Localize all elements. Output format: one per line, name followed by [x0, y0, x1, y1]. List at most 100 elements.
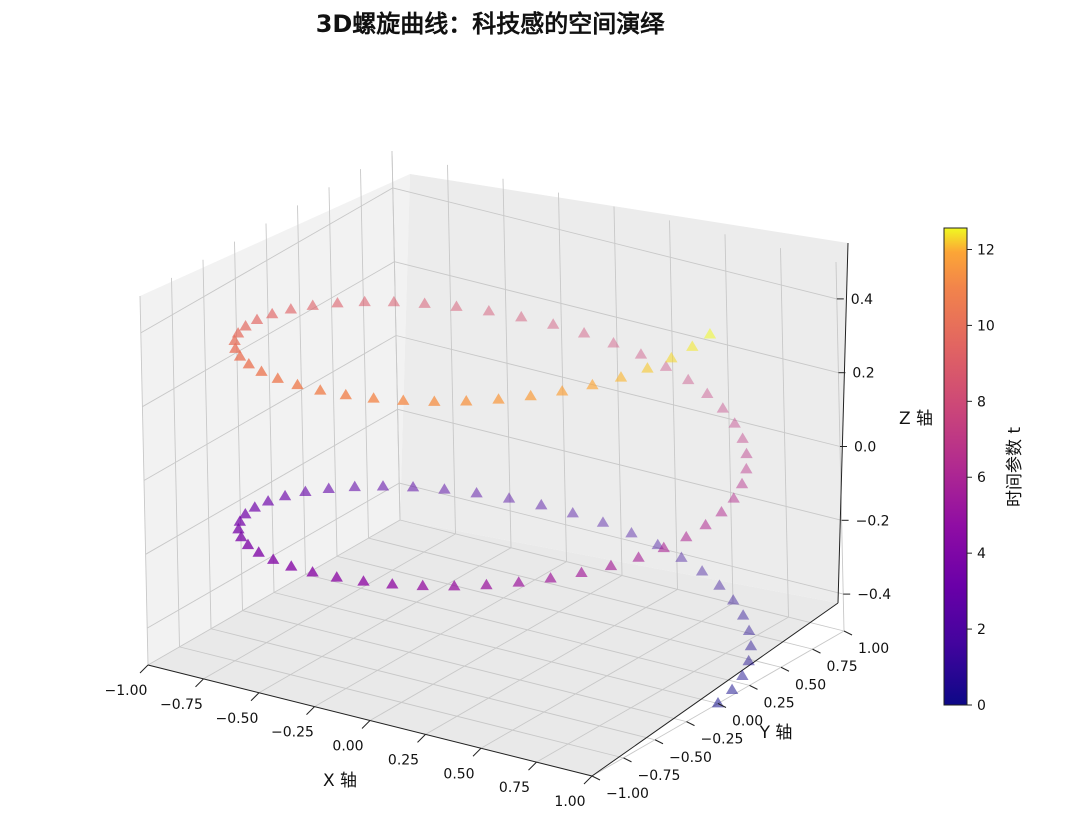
x-tick-label: −0.50: [216, 711, 259, 727]
grid-line-z-left: [140, 187, 394, 334]
x-tick-mark: [139, 664, 149, 674]
z-tick-label: 0.2: [852, 366, 874, 382]
z-tick-label: 0.4: [851, 292, 873, 308]
helix-point: [682, 373, 695, 385]
x-tick-label: 0.00: [332, 739, 363, 755]
x-tick-mark: [583, 775, 593, 785]
helix-point: [239, 508, 252, 519]
helix-point: [555, 385, 569, 396]
helix-point: [675, 551, 688, 562]
helix-point: [566, 506, 579, 518]
helix-point: [515, 310, 528, 322]
y-tick-mark: [812, 648, 821, 654]
helix-point: [480, 578, 493, 590]
colorbar-tick-label: 10: [977, 318, 995, 334]
pane-floor: [148, 520, 838, 776]
helix-point: [267, 553, 280, 564]
x-tick-label: −0.75: [160, 697, 203, 713]
helix-point: [438, 483, 451, 494]
helix-point: [233, 350, 247, 361]
helix-point: [713, 579, 726, 590]
grid-line-y-floor: [399, 519, 845, 632]
helix-point: [387, 295, 401, 307]
colorbar-gradient: [943, 227, 968, 706]
x-tick-mark: [472, 747, 482, 757]
helix-point: [339, 388, 352, 400]
helix-point: [348, 480, 361, 492]
x-tick-label: −1.00: [105, 683, 148, 699]
helix-point: [299, 485, 312, 497]
helix-point: [460, 395, 473, 406]
helix-point: [397, 394, 410, 405]
z-tick-label: −0.4: [857, 587, 891, 603]
grid-line-z-left: [143, 335, 397, 481]
helix-point: [657, 541, 670, 553]
grid-line-y-floor: [242, 610, 687, 723]
helix-point: [736, 432, 749, 443]
y-axis-label: Y 轴: [759, 723, 793, 743]
y-tick-label: 1.00: [858, 641, 889, 657]
helix-point: [632, 551, 645, 562]
y-tick-label: 0.50: [795, 677, 826, 693]
helix-point: [703, 328, 717, 339]
helix-point: [358, 295, 371, 307]
helix-point: [242, 358, 256, 369]
helix-point: [577, 327, 591, 338]
helix-point: [651, 538, 664, 550]
helix-point: [742, 624, 756, 635]
helix-point: [291, 378, 304, 390]
helix-point: [330, 571, 343, 582]
helix-point: [716, 402, 730, 413]
helix-point: [271, 372, 284, 383]
colorbar-tick-label: 6: [977, 470, 986, 486]
helix-point: [512, 576, 525, 587]
helix-point: [241, 538, 255, 550]
helix-point: [231, 327, 245, 338]
z-tick-label: 0.0: [854, 440, 876, 456]
helix-point: [386, 578, 399, 589]
z-axis-ticks: −0.4 −0.2 0.0 0.2 0.4: [836, 292, 891, 603]
helix-point: [252, 546, 265, 557]
helix-point: [575, 566, 588, 578]
z-axis-line: [837, 242, 849, 604]
y-tick-mark: [843, 630, 853, 636]
y-axis-ticks: −1.00 −0.75 −0.50 −0.25 0.000.250.500.751.00: [591, 630, 889, 802]
y-tick-label: 0.75: [827, 659, 858, 675]
grid-line-z-back: [399, 482, 844, 595]
helix-point: [715, 505, 728, 517]
y-tick-label: −0.50: [669, 750, 712, 766]
helix-point: [233, 515, 247, 526]
y-tick-mark: [717, 703, 727, 708]
helix-point: [450, 300, 463, 311]
helix-point: [285, 560, 298, 571]
helix-point: [535, 498, 548, 510]
helix-point: [278, 489, 292, 501]
helix-point: [701, 387, 714, 399]
x-tick-mark: [528, 761, 537, 771]
helix-point: [239, 320, 252, 331]
helix-point: [406, 480, 420, 492]
x-tick-label: 0.25: [388, 752, 419, 768]
helix-point: [596, 516, 610, 527]
helix-point: [265, 307, 279, 319]
helix-point: [544, 572, 557, 583]
helix-point: [727, 594, 740, 605]
x-tick-mark: [361, 720, 371, 729]
helix-point: [740, 447, 753, 459]
z-axis-label: Z 轴: [899, 409, 933, 429]
helix-point: [736, 609, 750, 620]
x-tick-label: −0.25: [271, 725, 314, 741]
data-points: [228, 295, 758, 708]
helix-point: [232, 523, 245, 534]
helix-point: [607, 337, 620, 348]
y-tick-mark: [780, 666, 790, 672]
helix-point: [659, 360, 673, 371]
helix-point: [680, 530, 693, 542]
colorbar-tick-label: 8: [977, 394, 986, 410]
y-tick-label: 0.25: [764, 695, 795, 711]
x-axis-label: X 轴: [323, 771, 357, 791]
helix-point: [736, 669, 749, 680]
grid-line-y-floor: [273, 592, 719, 704]
grid-line-z-back: [395, 335, 841, 447]
